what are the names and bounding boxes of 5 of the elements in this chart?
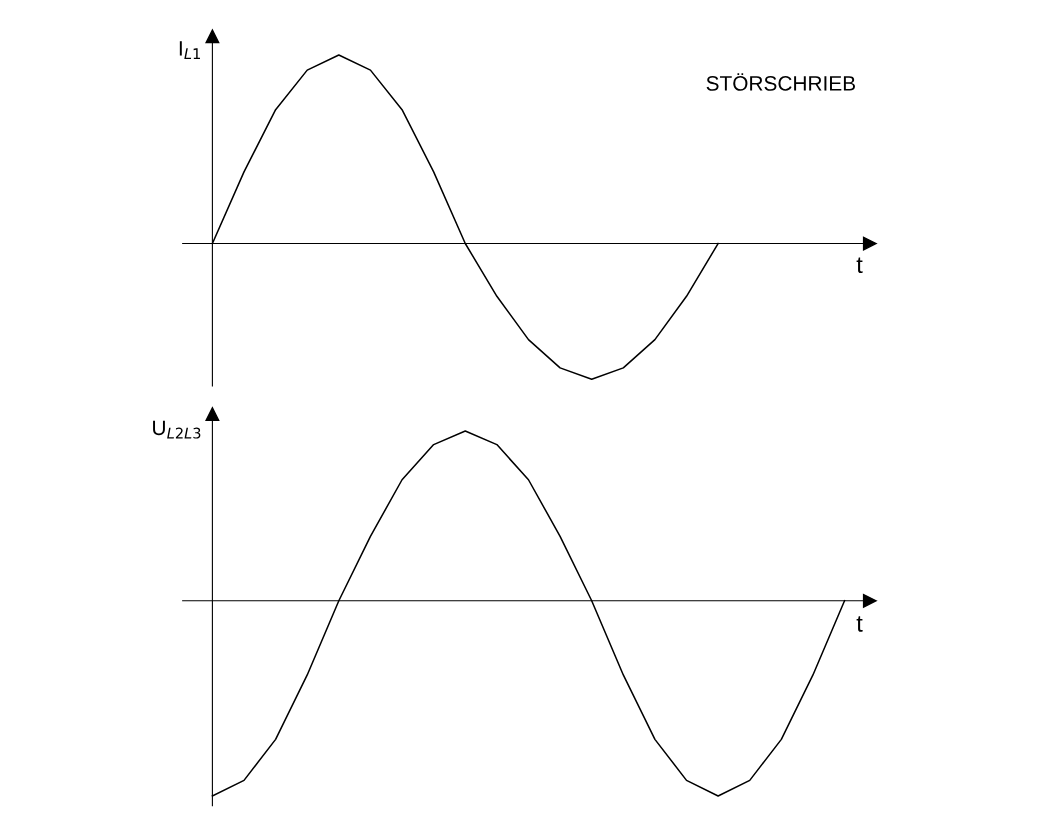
- y-axis-title: I$_{L1}$: [179, 41, 200, 59]
- x-axis-title: t: [856, 257, 863, 274]
- annotation: STÖRSCHRIEB: [706, 73, 855, 91]
- y-axis-title: U$_{L2L3}$: [153, 420, 201, 439]
- x-axis-title: t: [856, 616, 863, 632]
